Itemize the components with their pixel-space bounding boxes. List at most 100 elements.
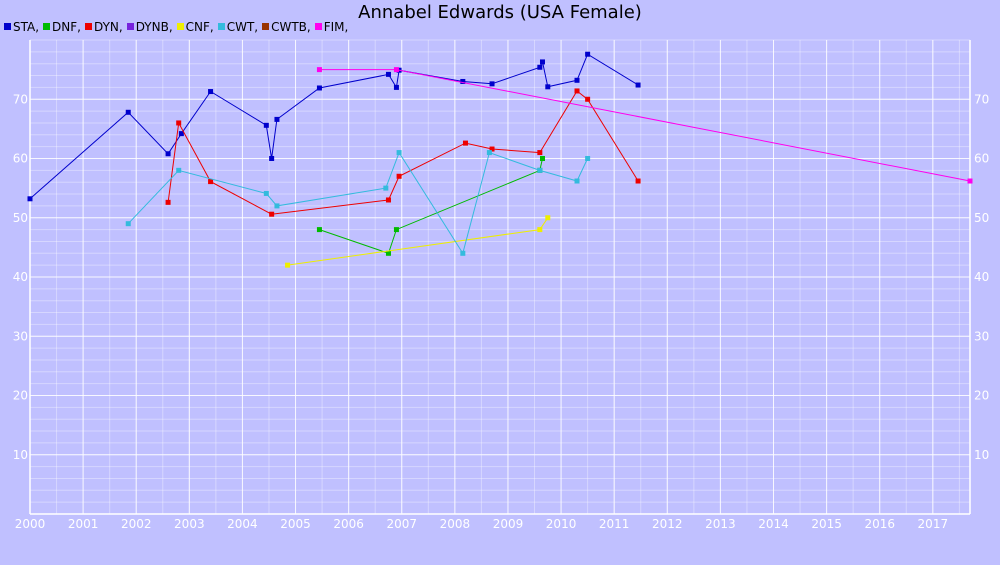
- legend-swatch: [84, 23, 92, 30]
- data-point-dyn: [462, 140, 468, 146]
- series-line-sta: [29, 53, 639, 200]
- data-point-dyn: [208, 179, 214, 185]
- x-tick-label: 2006: [333, 517, 364, 531]
- data-point-sta: [635, 82, 641, 88]
- y-tick-label-left: 70: [13, 92, 28, 106]
- data-point-cwt: [125, 221, 131, 227]
- data-point-sta: [263, 122, 269, 128]
- legend-item-fim: FIM,: [314, 20, 349, 34]
- y-tick-label-left: 40: [13, 270, 28, 284]
- data-point-sta: [274, 116, 280, 122]
- data-point-cwt: [486, 150, 492, 156]
- y-tick-label-left: 30: [13, 329, 28, 343]
- x-tick-label: 2013: [705, 517, 736, 531]
- legend-swatch: [126, 23, 134, 30]
- x-tick-label: 2017: [918, 517, 949, 531]
- data-point-dyn: [385, 197, 391, 203]
- y-tick-label-right: 10: [974, 448, 989, 462]
- x-tick-label: 2007: [386, 517, 417, 531]
- legend-swatch: [176, 23, 184, 30]
- x-tick-label: 2000: [15, 517, 46, 531]
- data-point-sta: [385, 71, 391, 77]
- data-point-dyn: [635, 178, 641, 184]
- data-point-sta: [165, 151, 171, 157]
- data-point-cnf: [285, 262, 291, 268]
- x-tick-label: 2003: [174, 517, 205, 531]
- data-point-cwt: [176, 167, 182, 173]
- y-tick-label-left: 50: [13, 211, 28, 225]
- legend-label: CWT,: [226, 20, 259, 34]
- data-point-sta: [125, 109, 131, 115]
- data-point-sta: [585, 51, 591, 57]
- y-tick-label-right: 30: [974, 329, 989, 343]
- data-point-sta: [537, 64, 543, 70]
- legend: STA, DNF, DYN, DYNB, CNF, CWT, CWTB, FIM,: [4, 20, 352, 34]
- data-point-fim: [393, 67, 399, 73]
- x-tick-label: 2014: [758, 517, 789, 531]
- chart-title: Annabel Edwards (USA Female): [358, 2, 642, 23]
- data-point-dyn: [489, 146, 495, 152]
- data-point-dyn: [537, 150, 543, 156]
- y-tick-label-left: 60: [13, 152, 28, 166]
- data-point-dnf: [385, 250, 391, 256]
- data-point-fim: [316, 67, 322, 73]
- legend-swatch: [4, 23, 11, 30]
- data-point-sta: [545, 84, 551, 90]
- legend-swatch: [262, 23, 270, 30]
- data-point-cwt: [537, 167, 543, 173]
- data-point-dyn: [574, 88, 580, 94]
- data-point-dnf: [316, 227, 322, 233]
- data-point-dnf: [393, 227, 399, 233]
- legend-label: DNF,: [52, 20, 81, 34]
- data-point-cwt: [396, 150, 402, 156]
- x-tick-label: 2004: [227, 517, 258, 531]
- x-tick-label: 2008: [440, 517, 471, 531]
- y-tick-label-right: 60: [974, 152, 989, 166]
- legend-item-dynb: DYNB,: [126, 20, 173, 34]
- data-point-cwt: [585, 156, 591, 161]
- data-point-sta: [269, 156, 275, 161]
- data-point-dnf: [539, 156, 545, 161]
- y-tick-label-left: 20: [13, 389, 28, 403]
- data-point-sta: [460, 78, 466, 84]
- data-point-sta: [539, 59, 545, 65]
- data-point-sta: [316, 85, 322, 91]
- legend-item-sta: STA,: [4, 20, 39, 34]
- series-line-dyn: [167, 90, 639, 215]
- series-line-fim: [319, 69, 971, 182]
- data-point-cwt: [263, 190, 269, 196]
- data-point-cwt: [574, 178, 580, 184]
- legend-item-cnf: CNF,: [176, 20, 214, 34]
- data-point-sta: [574, 77, 580, 83]
- data-point-sta: [178, 131, 184, 137]
- y-tick-label-right: 70: [974, 92, 989, 106]
- legend-label: DYNB,: [135, 20, 173, 34]
- legend-item-dyn: DYN,: [84, 20, 123, 34]
- x-tick-label: 2005: [280, 517, 311, 531]
- legend-label: CWTB,: [271, 20, 311, 34]
- data-point-sta: [208, 89, 214, 95]
- legend-swatch: [217, 23, 225, 30]
- x-tick-label: 2016: [864, 517, 895, 531]
- legend-swatch: [43, 23, 51, 30]
- data-point-cwt: [274, 203, 280, 209]
- legend-item-cwtb: CWTB,: [262, 20, 311, 34]
- data-point-dyn: [269, 211, 275, 217]
- data-point-cwt: [383, 185, 389, 191]
- x-tick-label: 2012: [652, 517, 683, 531]
- legend-label: CNF,: [185, 20, 214, 34]
- x-tick-label: 2009: [493, 517, 524, 531]
- data-point-cnf: [545, 215, 551, 221]
- y-tick-label-right: 20: [974, 389, 989, 403]
- y-tick-label-left: 10: [13, 448, 28, 462]
- data-point-sta: [27, 196, 33, 202]
- legend-label: FIM,: [323, 20, 349, 34]
- y-tick-label-right: 40: [974, 270, 989, 284]
- x-tick-label: 2001: [68, 517, 99, 531]
- legend-item-dnf: DNF,: [43, 20, 81, 34]
- data-point-dyn: [176, 120, 182, 126]
- data-point-cwt: [460, 250, 466, 256]
- legend-label: DYN,: [93, 20, 123, 34]
- legend-item-cwt: CWT,: [217, 20, 259, 34]
- y-tick-label-right: 50: [974, 211, 989, 225]
